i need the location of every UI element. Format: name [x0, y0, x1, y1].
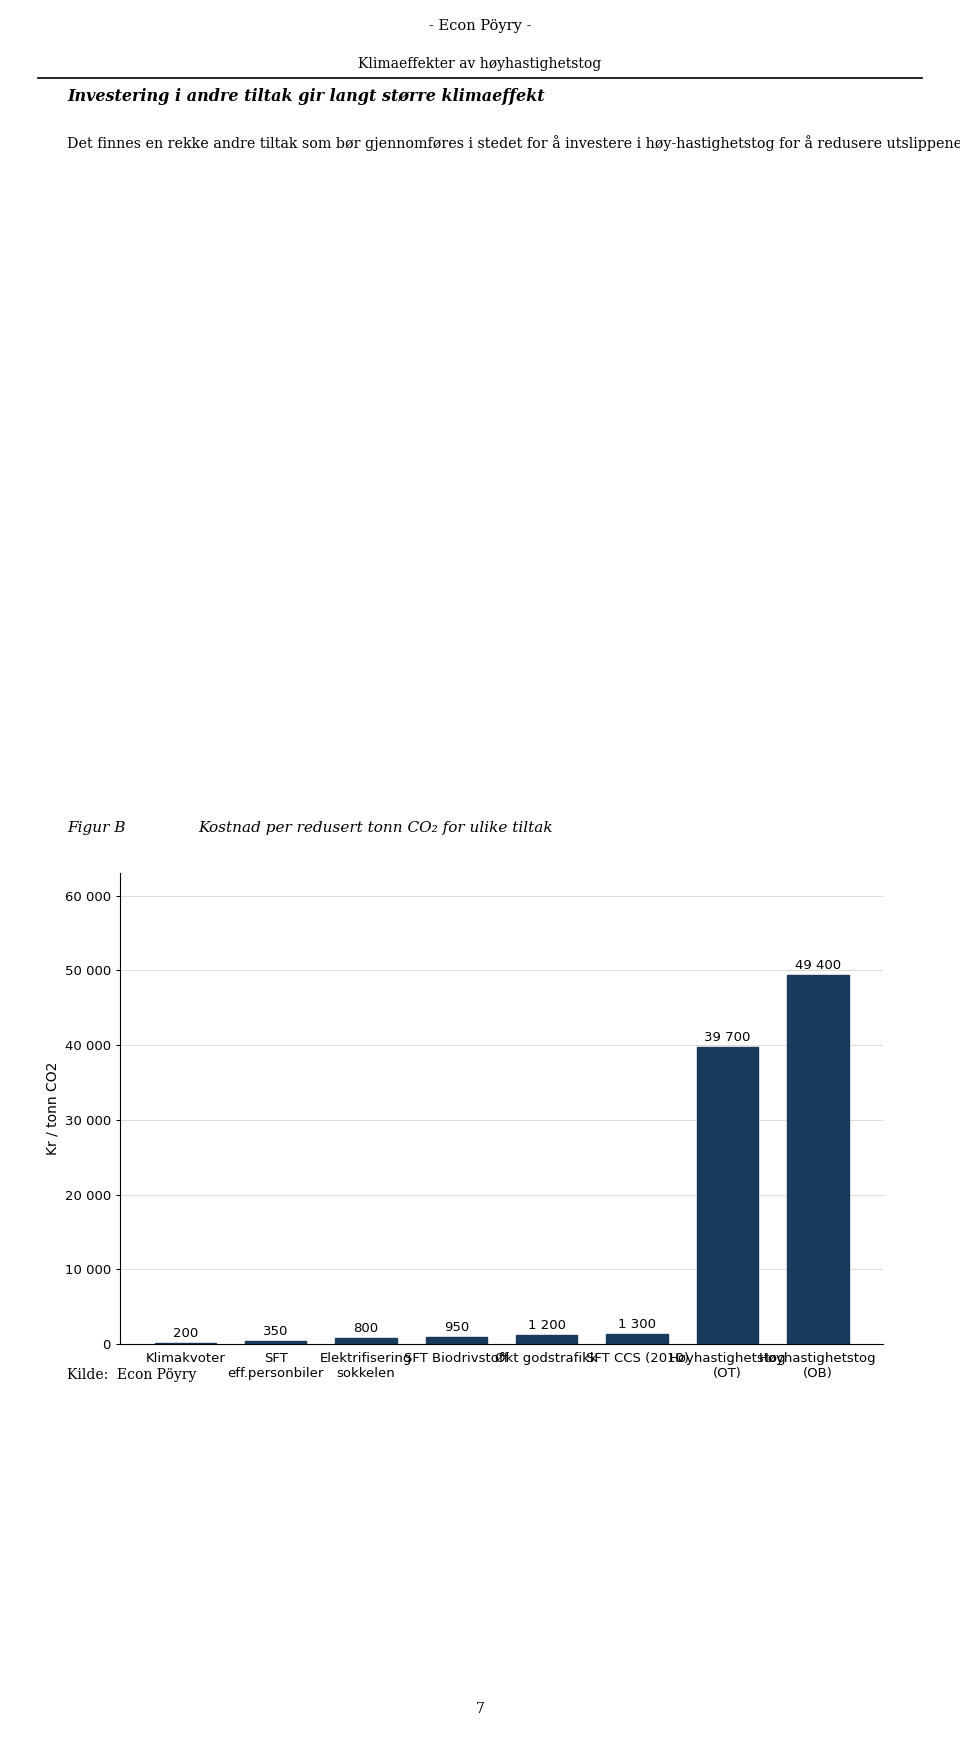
Text: 7: 7	[475, 1703, 485, 1715]
Text: 200: 200	[173, 1327, 198, 1339]
Bar	[245, 1342, 306, 1344]
Bar	[607, 1334, 668, 1344]
Bar	[787, 975, 849, 1344]
Bar	[697, 1047, 758, 1344]
Y-axis label: Kr / tonn CO2: Kr / tonn CO2	[45, 1061, 60, 1156]
Text: 950: 950	[444, 1321, 469, 1334]
Text: 800: 800	[353, 1321, 378, 1335]
Text: - Econ Pöyry -: - Econ Pöyry -	[429, 19, 531, 33]
Text: 1 200: 1 200	[528, 1320, 565, 1332]
Text: 1 300: 1 300	[618, 1318, 656, 1332]
Text: 49 400: 49 400	[795, 959, 841, 972]
Text: Kilde:  Econ Pöyry: Kilde: Econ Pöyry	[67, 1369, 197, 1381]
Bar	[425, 1337, 487, 1344]
Text: Det finnes en rekke andre tiltak som bør gjennomføres i stedet for å investere i: Det finnes en rekke andre tiltak som bør…	[67, 135, 960, 151]
Text: Kostnad per redusert tonn CO₂ for ulike tiltak: Kostnad per redusert tonn CO₂ for ulike …	[198, 821, 553, 835]
Bar	[516, 1335, 578, 1344]
Text: 39 700: 39 700	[705, 1031, 751, 1044]
Bar	[335, 1339, 396, 1344]
Text: Klimaeffekter av høyhastighetstog: Klimaeffekter av høyhastighetstog	[358, 58, 602, 72]
Text: Investering i andre tiltak gir langt større klimaeffekt: Investering i andre tiltak gir langt stø…	[67, 88, 545, 105]
Text: 350: 350	[263, 1325, 288, 1339]
Text: Figur B: Figur B	[67, 821, 126, 835]
